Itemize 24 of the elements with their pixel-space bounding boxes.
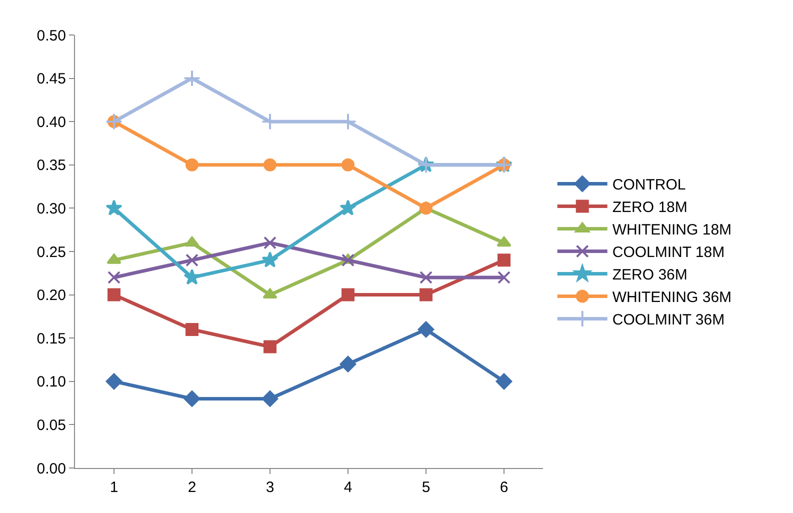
y-tick-label: 0.30 [36,200,66,218]
y-tick-label: 0.35 [36,157,66,174]
legend-label: WHITENING 36M [612,289,732,306]
x-tick-label: 4 [344,479,352,496]
y-tick-label: 0.10 [36,374,66,391]
y-tick-label: 0.50 [36,27,66,44]
legend-label: CONTROL [612,176,686,194]
legend-label: WHITENING 18M [612,222,732,239]
legend-label: ZERO 18M [612,199,688,216]
x-tick-label: 2 [188,479,196,496]
y-tick-label: 0.05 [36,416,66,434]
y-tick-label: 0.25 [36,244,66,261]
y-tick-label: 0.15 [36,330,66,348]
y-tick-label: 0.20 [36,287,66,304]
y-tick-label: 0.00 [36,460,66,478]
y-tick-label: 0.45 [36,70,66,88]
legend-label: COOLMINT 18M [612,244,725,262]
x-tick-label: 1 [110,479,118,496]
legend-label: ZERO 36M [612,266,688,284]
x-tick-label: 6 [500,479,508,496]
y-tick-label: 0.40 [36,114,66,131]
legend-label: COOLMINT 36M [612,312,725,329]
x-tick-label: 5 [422,479,430,496]
x-tick-label: 3 [266,479,274,496]
